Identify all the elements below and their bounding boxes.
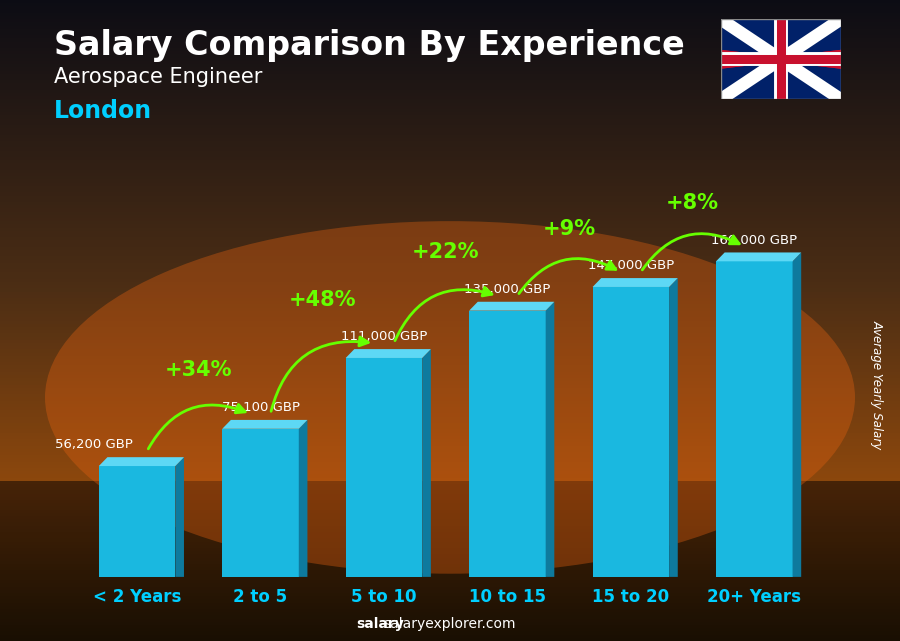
Polygon shape: [346, 349, 431, 358]
Text: Salary Comparison By Experience: Salary Comparison By Experience: [54, 29, 685, 62]
Polygon shape: [469, 302, 554, 311]
Text: salary: salary: [356, 617, 404, 631]
Text: +8%: +8%: [666, 193, 719, 213]
Text: Average Yearly Salary: Average Yearly Salary: [871, 320, 884, 449]
Polygon shape: [176, 457, 184, 577]
Text: salaryexplorer.com: salaryexplorer.com: [383, 617, 517, 631]
Polygon shape: [222, 420, 308, 429]
Polygon shape: [469, 311, 545, 577]
Text: London: London: [54, 99, 152, 123]
Polygon shape: [592, 287, 669, 577]
Polygon shape: [346, 358, 422, 577]
Text: +48%: +48%: [289, 290, 356, 310]
Polygon shape: [99, 466, 176, 577]
Text: 56,200 GBP: 56,200 GBP: [55, 438, 133, 451]
Polygon shape: [422, 349, 431, 577]
Polygon shape: [592, 278, 678, 287]
Polygon shape: [716, 262, 793, 577]
Text: +22%: +22%: [412, 242, 480, 262]
Text: Aerospace Engineer: Aerospace Engineer: [54, 67, 263, 87]
Text: +9%: +9%: [543, 219, 596, 238]
Polygon shape: [545, 302, 554, 577]
Polygon shape: [793, 253, 801, 577]
Text: 135,000 GBP: 135,000 GBP: [464, 283, 551, 296]
Polygon shape: [222, 429, 299, 577]
Polygon shape: [669, 278, 678, 577]
Polygon shape: [99, 457, 184, 466]
Text: 111,000 GBP: 111,000 GBP: [341, 330, 428, 343]
Text: 147,000 GBP: 147,000 GBP: [588, 259, 674, 272]
Text: +34%: +34%: [165, 360, 232, 381]
Ellipse shape: [45, 221, 855, 574]
Text: 160,000 GBP: 160,000 GBP: [711, 233, 797, 247]
Polygon shape: [299, 420, 308, 577]
Polygon shape: [716, 253, 801, 262]
Text: 75,100 GBP: 75,100 GBP: [221, 401, 300, 414]
